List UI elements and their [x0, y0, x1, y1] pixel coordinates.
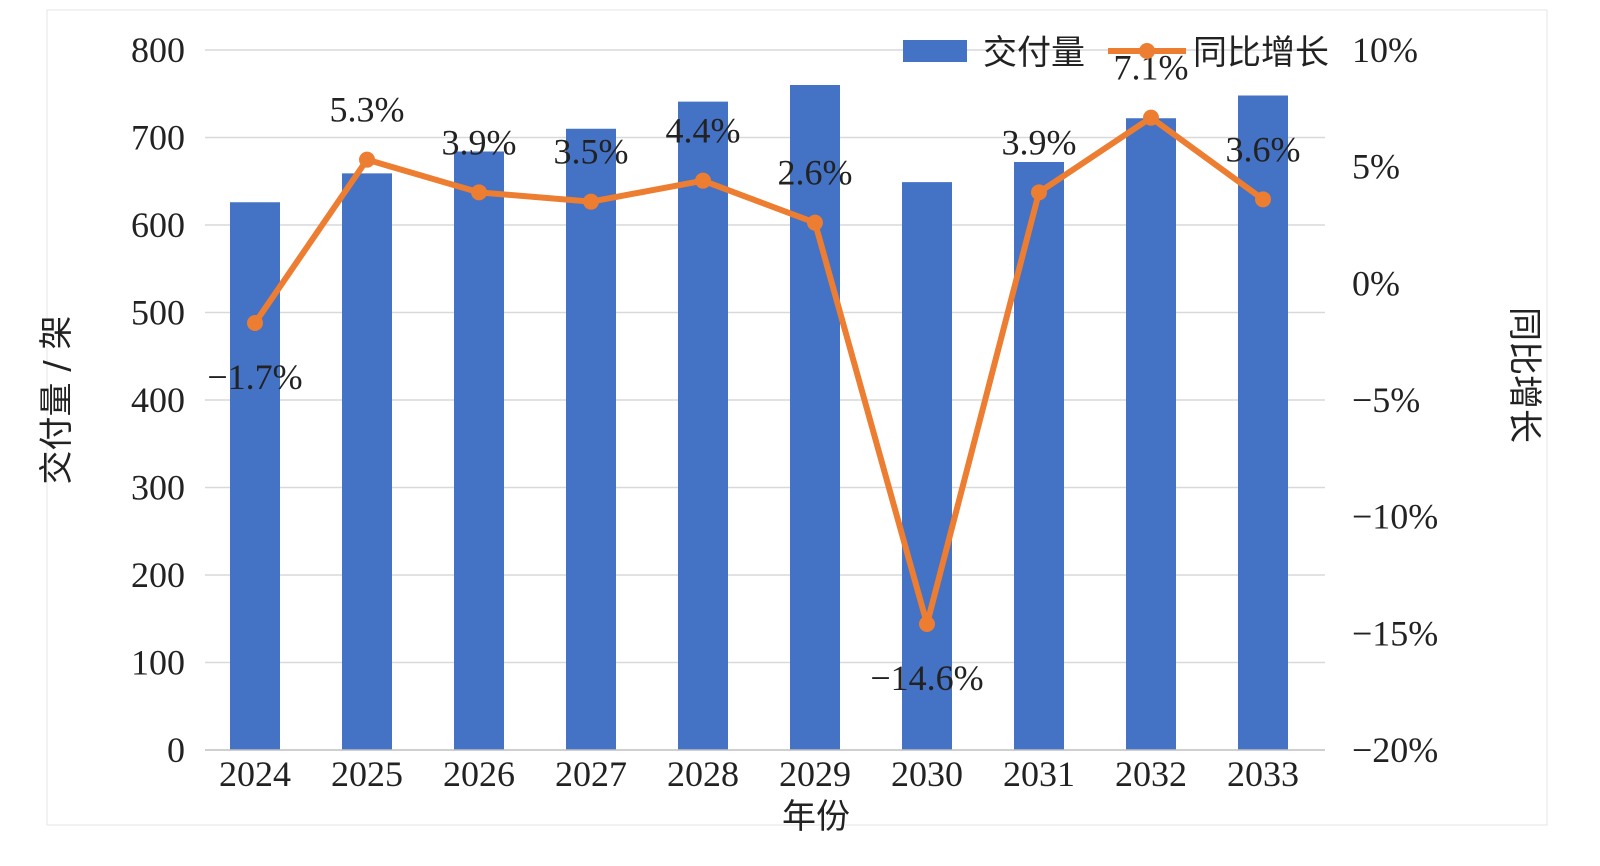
y-axis-label: 交付量 / 架 [37, 315, 77, 484]
y-tick-label: 600 [131, 205, 185, 245]
chart-border [46, 9, 1548, 826]
x-tick-label: 2033 [1227, 754, 1299, 794]
line-marker [919, 616, 935, 632]
data-label: −14.6% [870, 658, 983, 698]
bar [902, 182, 952, 750]
y-tick-label: 800 [131, 30, 185, 70]
line-marker [583, 193, 599, 210]
y2-tick-label: 5% [1352, 147, 1400, 187]
legend-bar-swatch [903, 40, 967, 62]
line-marker [471, 184, 487, 201]
y2-tick-label: 0% [1352, 263, 1400, 303]
data-label: 5.3% [330, 90, 405, 130]
x-tick-label: 2025 [331, 754, 403, 794]
x-tick-label: 2031 [1003, 754, 1075, 794]
x-axis-label: 年份 [782, 797, 850, 837]
line-marker [807, 214, 823, 231]
data-label: −1.7% [207, 357, 302, 397]
x-tick-label: 2029 [779, 754, 851, 794]
line-marker [695, 172, 711, 189]
data-label: 2.6% [778, 153, 853, 193]
legend-bar-label: 交付量 [983, 33, 1085, 73]
x-tick-label: 2026 [443, 754, 515, 794]
legend-line-marker [1139, 43, 1155, 59]
line-marker [1255, 191, 1271, 208]
line-marker [1031, 184, 1047, 201]
axes: 0 100 200 300 400 500 600 700 800 −20% −15% −10% −5%… [131, 30, 1438, 794]
data-label: 3.9% [1002, 122, 1077, 162]
y2-tick-label: −5% [1352, 380, 1420, 420]
y2-tick-label: −10% [1352, 497, 1438, 537]
x-tick-label: 2028 [667, 754, 739, 794]
bar [454, 151, 504, 750]
bar-series [230, 85, 1288, 750]
x-tick-label: 2032 [1115, 754, 1187, 794]
data-label: 3.5% [554, 132, 629, 172]
y2-axis-label: 同比增长 [1504, 307, 1544, 443]
bar [678, 101, 728, 750]
y-tick-label: 200 [131, 555, 185, 595]
line-marker [1143, 109, 1159, 126]
y2-tick-label: 10% [1352, 30, 1418, 70]
y-tick-label: 500 [131, 293, 185, 333]
bar [790, 85, 840, 750]
legend: 交付量 同比增长 [903, 33, 1329, 73]
y-tick-label: 100 [131, 643, 185, 683]
legend-line-label: 同比增长 [1193, 33, 1329, 73]
y2-tick-label: −20% [1352, 730, 1438, 770]
y-tick-label: 300 [131, 468, 185, 508]
y-tick-label: 400 [131, 380, 185, 420]
y2-tick-label: −15% [1352, 613, 1438, 653]
y-tick-label: 0 [167, 730, 185, 770]
line-marker [359, 151, 375, 168]
line-marker [247, 315, 263, 331]
bar [230, 202, 280, 750]
bar [1126, 118, 1176, 750]
x-tick-label: 2030 [891, 754, 963, 794]
data-label: 3.9% [442, 122, 517, 162]
y-tick-label: 700 [131, 118, 185, 158]
line-series: −1.7%5.3%3.9% 3.5%4.4%2.6%−14.6%3.9%7.1%3… [207, 48, 1300, 698]
growth-line [252, 114, 1265, 627]
data-label: 3.6% [1226, 129, 1301, 169]
data-label: 4.4% [666, 111, 741, 151]
bar [566, 128, 616, 750]
bar [342, 173, 392, 750]
x-tick-label: 2027 [555, 754, 627, 794]
x-tick-label: 2024 [219, 754, 291, 794]
